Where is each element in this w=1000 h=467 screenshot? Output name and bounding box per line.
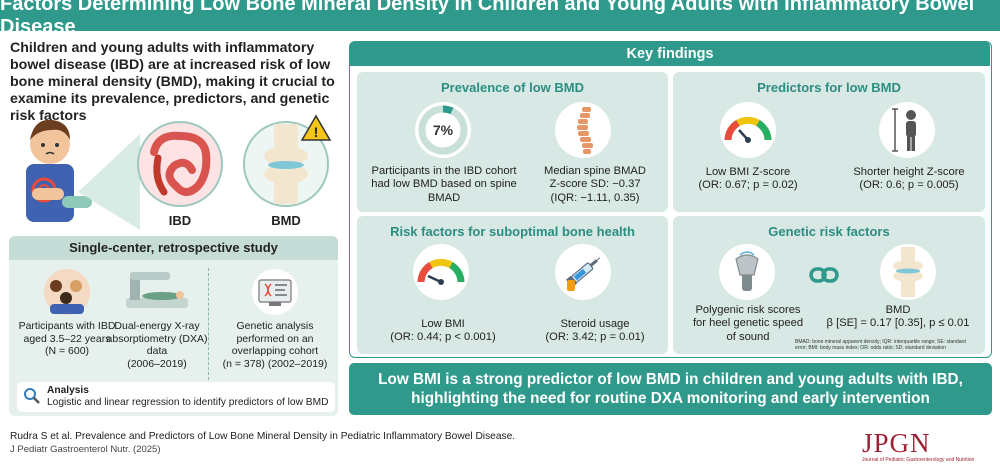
predictor-item-2: Shorter height Z-score (OR: 0.6; p = 0.0… [853,166,965,192]
chain-link-icon [809,267,839,283]
conclusion-banner: Low BMI is a strong predictor of low BMD… [349,363,992,415]
genetic-cohort: (n = 378) (2002–2019) [222,357,328,370]
prevalence-item-2: Median spine BMAD Z-score SD: −0.37 (IQR… [544,165,646,204]
illustration: IBD BMD ! [8,112,338,234]
bmd-label: BMD [271,213,301,228]
warning-icon [300,114,332,141]
prevalence-percent: 7% [433,122,454,138]
bmi-gauge-icon [720,102,776,158]
risk-title: Risk factors for suboptimal bone health [390,224,635,239]
risk-item-2: Steroid usage (OR: 3.42; p = 0.01) [545,318,645,344]
prevalence-donut: 7% [415,102,471,158]
genetic-analysis-icon [252,269,298,315]
svg-text:!: ! [314,124,319,140]
height-icon [879,102,935,158]
ibd-label: IBD [169,213,191,228]
abbreviations-footnote: BMAD: bone mineral apparent density; IQR… [795,338,966,351]
participants-count: (N = 600) [44,345,90,357]
dxa-column: Dual-energy X-ray absorptiometry (DXA) d… [103,268,211,370]
intro-text: Children and young adults with inflammat… [10,40,335,124]
predictors-title: Predictors for low BMD [757,80,901,95]
prevalence-arc [418,105,468,155]
genetic-item-1: Polygenic risk scores for heel genetic s… [692,304,804,343]
prevalence-item-1: Participants in the IBD cohort had low B… [371,165,517,204]
genetic-cell: Genetic risk factors Polygenic risk scor… [673,216,985,354]
study-divider [208,268,209,380]
journal-logo: JPGN Journal of Pediatric Gastroenterolo… [862,428,992,463]
study-heading: Single-center, retrospective study [9,236,338,260]
ultrasound-icon [719,244,775,300]
citation: Rudra S et al. Prevalence and Predictors… [10,430,515,456]
infographic-title: Factors Determining Low Bone Mineral Den… [0,0,1000,38]
citation-line-1: Rudra S et al. Prevalence and Predictors… [10,431,516,442]
genetic-text: Genetic analysis performed on an overlap… [231,320,319,357]
dxa-text: Dual-energy X-ray absorptiometry (DXA) d… [106,320,208,357]
predictor-item-1: Low BMI Z-score (OR: 0.67; p = 0.02) [698,166,798,192]
analysis-box: Analysis Logistic and linear regression … [17,382,335,412]
predictors-cell: Predictors for low BMD Low BMI Z-score (… [673,72,985,212]
magnifier-icon [24,388,40,404]
child-ibd-bmd-illustration: IBD BMD ! [26,114,332,230]
genetic-item-2: BMD β [SE] = 0.17 [0.35], p ≤ 0.01 [826,304,970,330]
key-findings-heading: Key findings [350,42,990,66]
spine-icon [555,102,611,158]
genetic-column: Genetic analysis performed on an overlap… [221,268,329,370]
journal-logo-text: JPGN [862,428,931,458]
analysis-text: Logistic and linear regression to identi… [47,397,329,408]
genetic-title: Genetic risk factors [768,224,890,239]
low-bmi-gauge-icon [413,244,469,300]
risk-factors-cell: Risk factors for suboptimal bone health … [357,216,668,354]
knee-bone-icon [880,244,936,300]
journal-tagline: Journal of Pediatric Gastroenterology an… [862,457,975,463]
prevalence-title: Prevalence of low BMD [440,80,585,95]
key-findings-panel: Key findings Prevalence of low BMD 7% Pa… [349,41,992,358]
syringe-icon [555,244,611,300]
study-design-panel: Single-center, retrospective study Parti… [9,236,338,416]
dxa-scanner-icon [126,272,188,308]
prevalence-cell: Prevalence of low BMD 7% Participants in… [357,72,668,212]
analysis-label: Analysis [47,385,89,396]
risk-item-1: Low BMI (OR: 0.44; p < 0.001) [390,318,496,344]
participants-text: Participants with IBD aged 3.5–22 years [18,320,116,345]
citation-line-2: J Pediatr Gastroenterol Nutr. (2025) [10,444,161,455]
participants-icon [44,269,90,315]
participants-column: Participants with IBD aged 3.5–22 years … [13,268,121,358]
dxa-years: (2006–2019) [127,357,187,370]
